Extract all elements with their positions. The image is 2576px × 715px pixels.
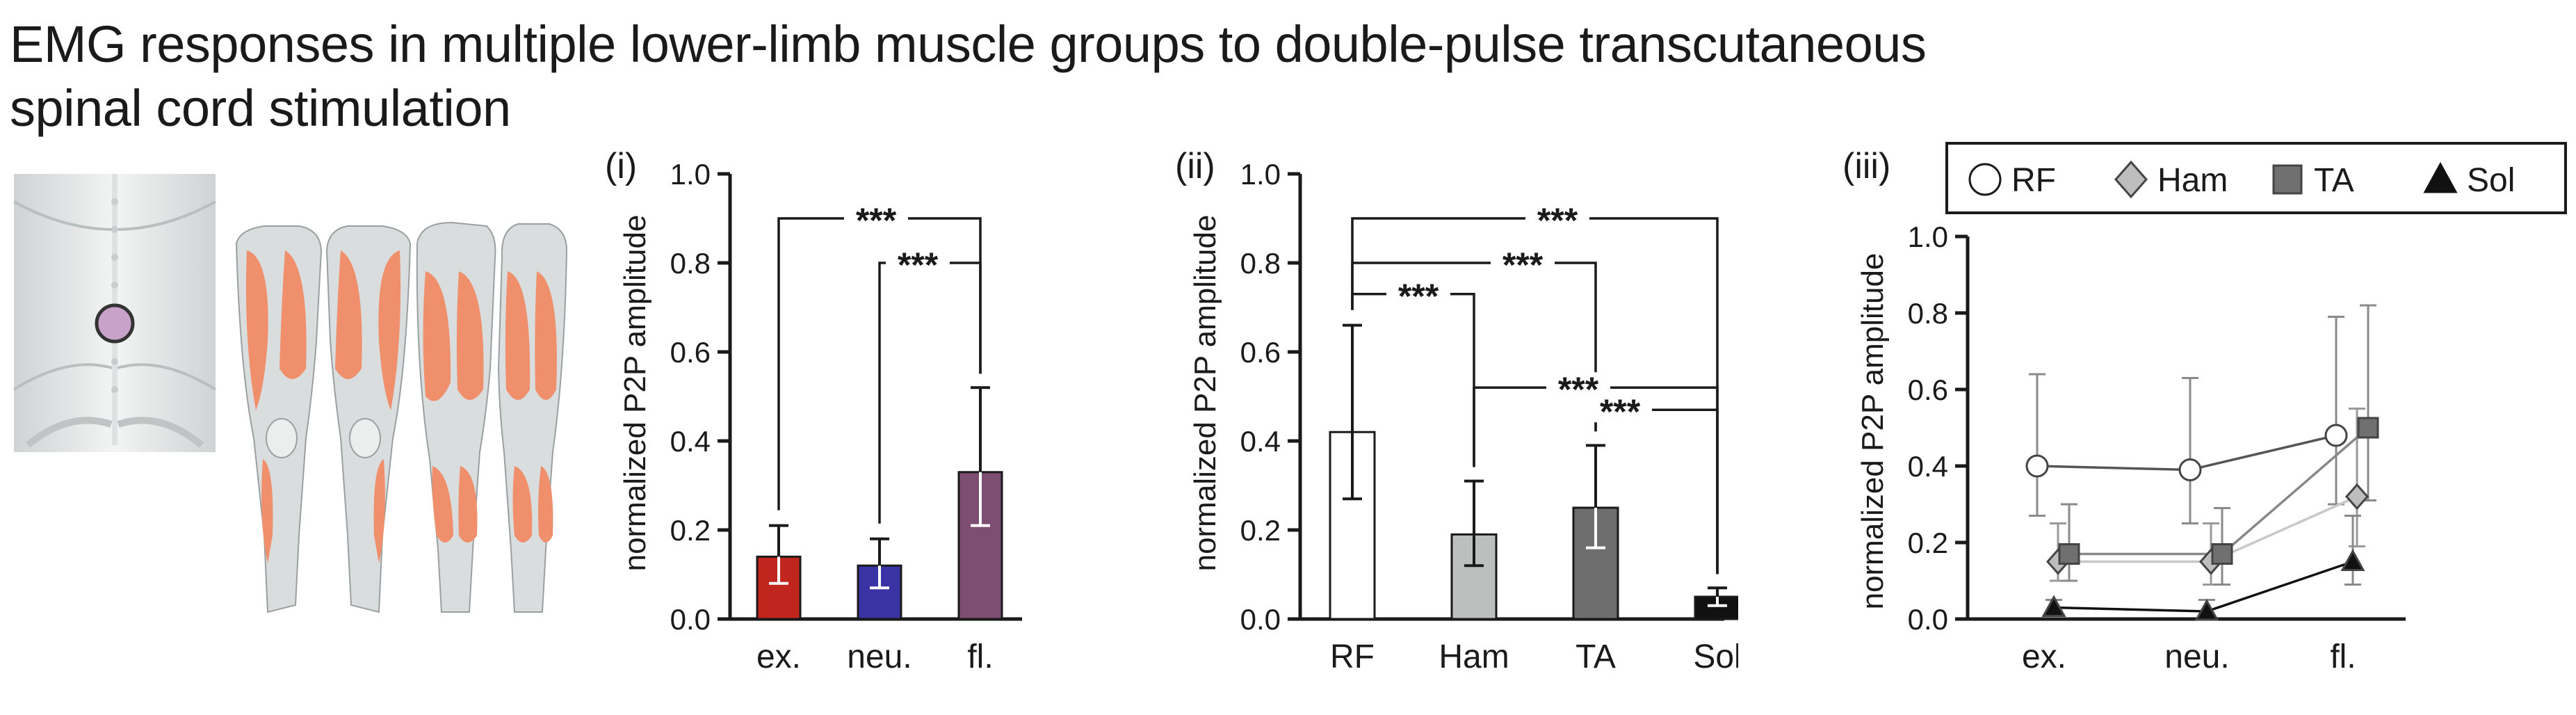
significance-label-bg [1491,248,1555,275]
y-tick-label: 0.2 [670,514,711,547]
significance-label-bg [1525,203,1589,231]
stimulation-site-marker [95,303,135,344]
y-tick-label: 0.6 [670,336,711,369]
y-axis-label: normalized P2P amplitude [1188,215,1222,572]
significance-label: *** [898,246,939,284]
significance-label: *** [1502,246,1544,284]
legend-box [1945,142,2567,214]
significance-label-bg [844,203,908,231]
legend-marker [2272,164,2303,195]
data-point [2178,458,2202,481]
significance-bracket [1351,262,1597,432]
significance-label: *** [1537,201,1578,240]
significance-label-bg [886,248,950,275]
series-line [2053,560,2354,613]
data-point [2025,454,2049,478]
significance-label-bg [1588,394,1652,423]
data-point [2324,424,2348,447]
x-tick-label: TA [1575,638,1616,675]
y-tick-label: 1.0 [1240,158,1281,191]
x-tick-label: RF [1330,638,1375,675]
spine-and-legs-icon [13,174,568,613]
y-tick-label: 0.0 [670,603,711,636]
data-point [2041,595,2066,617]
legend-label: Sol [2467,162,2515,199]
panel-label: (iii) [1842,146,1890,186]
legend-label: RF [2011,162,2056,199]
significance-label-bg [1386,278,1450,307]
x-tick-label: Ham [1439,638,1509,675]
x-tick-label: ex. [2022,638,2066,675]
y-tick-label: 0.0 [1240,603,1281,636]
y-tick-label: 1.0 [670,158,711,191]
data-point [2194,598,2219,621]
figure-title-line-2: spinal cord stimulation [10,79,511,137]
x-tick-label: fl. [967,638,993,675]
y-tick-label: 0.0 [1908,603,1948,636]
y-tick-label: 0.8 [1240,247,1281,280]
data-point [2211,543,2233,565]
y-tick-label: 0.8 [1908,297,1948,330]
significance-label: *** [1600,392,1641,431]
legend-marker [2114,160,2148,199]
x-tick-label: Sol [1693,638,1738,675]
data-point [2058,543,2080,565]
y-axis-label: normalized P2P amplitude [1856,253,1890,610]
legend-marker [2423,161,2458,193]
y-tick-label: 0.2 [1908,527,1948,559]
legs-back-illustration [416,221,568,613]
y-tick-label: 0.4 [1240,425,1281,458]
figure-title: EMG responses in multiple lower-limb mus… [10,13,1927,140]
chart-muscle-position-interaction: (iii) normalized P2P amplitude RF Ham TA So… [1842,142,2567,675]
legend-label: Ham [2157,162,2228,199]
y-tick-label: 0.4 [1908,450,1948,483]
data-point [2357,417,2379,439]
significance-label: *** [856,201,897,240]
figure-title-line-1: EMG responses in multiple lower-limb mus… [10,15,1927,73]
y-tick-label: 0.6 [1240,336,1281,369]
legend: RF Ham TA Sol [1945,142,2567,214]
back-illustration [13,174,217,452]
data-point [2340,549,2365,571]
panel-label: (i) [605,146,637,186]
legend-label: TA [2314,162,2354,199]
series-line [2069,426,2370,556]
chart-muscle-positions: (i) normalized P2P amplitude 0.0 0.2 0.4 0.… [605,146,1022,675]
legs-front-illustration [235,225,412,613]
y-tick-label: 1.0 [1908,220,1948,253]
x-tick-label: fl. [2330,638,2356,675]
y-tick-label: 0.6 [1908,373,1948,406]
x-tick-label: neu. [847,638,912,675]
legend-marker [1968,163,2002,196]
x-tick-label: neu. [2164,638,2229,675]
y-tick-label: 0.4 [670,425,711,458]
series-line [2058,495,2358,563]
panel-label: (ii) [1175,146,1215,186]
data-point [2344,483,2370,511]
x-tick-label: ex. [756,638,801,675]
chart-muscle-groups: (ii) normalized P2P amplitude 0.0 0.2 0.4 0… [1175,146,1738,675]
y-tick-label: 0.8 [670,247,711,280]
y-tick-label: 0.2 [1240,514,1281,547]
y-axis-label: normalized P2P amplitude [618,215,652,572]
significance-label: *** [1398,277,1439,316]
